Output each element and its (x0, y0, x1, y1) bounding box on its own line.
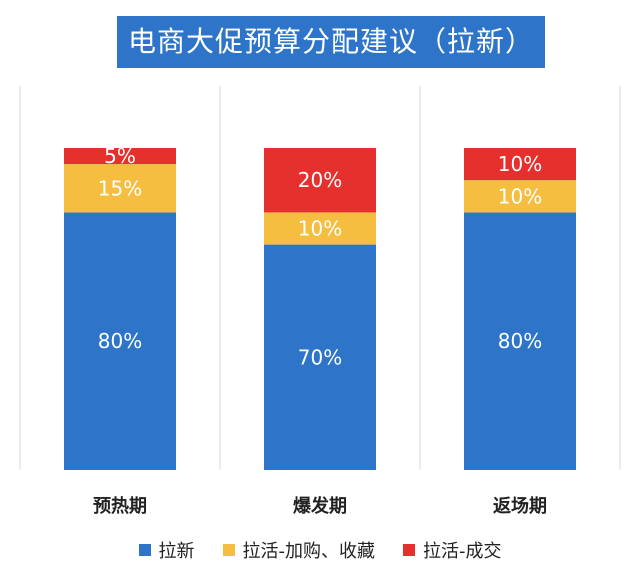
data-label: 10% (498, 184, 542, 208)
category-label: 预热期 (93, 495, 147, 517)
bar-segment (464, 148, 576, 181)
data-label: 10% (498, 152, 542, 176)
legend-swatch (403, 544, 415, 556)
data-label: 80% (498, 329, 542, 353)
legend-item: 拉活-加购、收藏 (222, 537, 376, 563)
bar-segment (64, 148, 176, 165)
legend: 拉新 拉活-加购、收藏 拉活-成交 (0, 535, 640, 565)
bar-segment (464, 212, 576, 470)
bar-segment (264, 212, 376, 245)
legend-swatch (138, 544, 151, 556)
bar-segment (64, 212, 176, 470)
data-label: 15% (98, 176, 142, 200)
bar-segment (264, 148, 376, 213)
legend-item: 拉活-成交 (403, 537, 502, 563)
legend-item: 拉新 (138, 537, 195, 563)
category-label: 爆发期 (293, 495, 347, 517)
bar-segment (464, 180, 576, 213)
chart-title: 电商大促预算分配建议（拉新） (117, 16, 545, 68)
data-label: 10% (298, 217, 342, 241)
data-label: 5% (104, 144, 136, 168)
legend-swatch (222, 544, 235, 556)
bar-segment (64, 164, 176, 213)
legend-label: 拉新 (158, 541, 195, 562)
bar-segment (264, 244, 376, 470)
category-label: 返场期 (493, 496, 547, 517)
chart-plot: 80% 15% 5% 预热期 70% 10% 20% 爆发期 80% 10% 10% 返场期 (19, 86, 621, 517)
data-label: 80% (98, 329, 142, 353)
legend-label: 拉活-成交 (423, 541, 502, 562)
data-label: 70% (298, 345, 342, 369)
data-label: 20% (298, 168, 342, 192)
legend-label: 拉活-加购、收藏 (242, 541, 376, 562)
